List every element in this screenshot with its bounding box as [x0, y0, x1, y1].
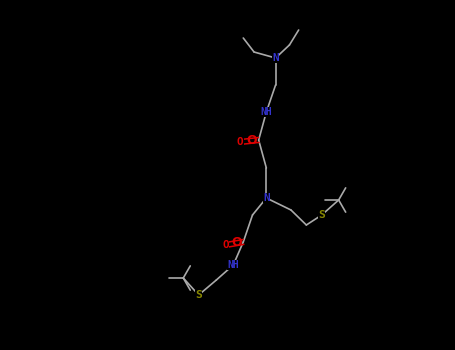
Text: O: O — [222, 240, 229, 250]
Text: NH: NH — [260, 107, 272, 117]
Text: NH: NH — [228, 260, 239, 270]
Text: S: S — [318, 210, 325, 220]
Text: S: S — [195, 290, 202, 300]
Text: O: O — [246, 133, 257, 147]
Text: O: O — [231, 236, 242, 248]
Text: N: N — [272, 53, 279, 63]
Text: N: N — [263, 193, 270, 203]
Text: O: O — [237, 137, 243, 147]
